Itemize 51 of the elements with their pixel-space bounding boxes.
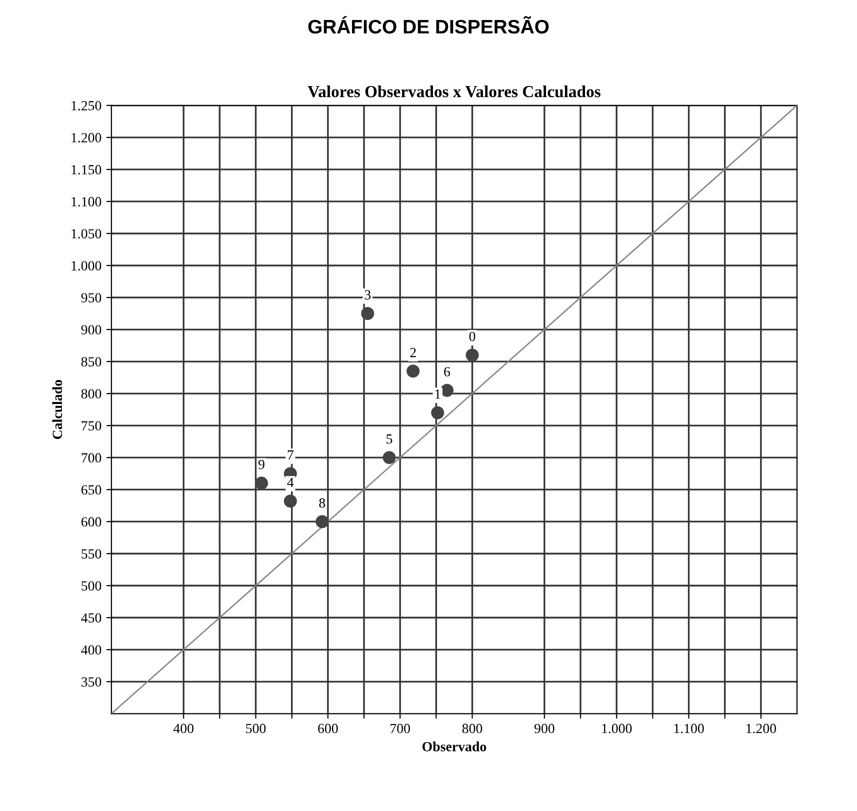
y-tick-label: 350 — [82, 677, 102, 687]
y-tick-label: 500 — [82, 581, 102, 591]
point — [440, 384, 454, 397]
x-tick-label: 1.000 — [602, 724, 632, 734]
y-tick-label: 1.050 — [72, 229, 102, 238]
annotation: 4 — [287, 478, 294, 488]
y-tick-label: 650 — [81, 485, 102, 495]
y-tick-label: 900 — [81, 325, 102, 334]
point — [255, 476, 268, 490]
y-tick-label: 700 — [82, 453, 102, 463]
y-tick-label: 600 — [81, 517, 102, 527]
point — [406, 364, 420, 378]
annotation: 1 — [435, 390, 440, 399]
y-tick-label: 1.150 — [72, 165, 102, 174]
y-tick-label: 450 — [81, 613, 102, 623]
x-tick-label: 1.200 — [746, 724, 776, 734]
annotation: 6 — [444, 367, 450, 376]
y-tick-label: 750 — [82, 421, 102, 431]
y-tick-label: 1.200 — [72, 133, 102, 142]
x-tick-label: 700 — [390, 724, 410, 734]
chart-subtitle: Valores Observados x Valores Calculados — [308, 86, 600, 98]
x-tick-label: 900 — [534, 724, 554, 734]
x-tick-label: 800 — [462, 724, 482, 734]
x-axis-title: Observado — [422, 742, 486, 752]
point — [431, 406, 444, 420]
y-tick-label: 1.250 — [72, 101, 102, 110]
y-tick-label: 850 — [81, 357, 102, 366]
point — [466, 348, 479, 362]
annotation: 0 — [469, 332, 476, 342]
y-tick-label: 1.000 — [72, 261, 102, 271]
annotation: 7 — [288, 450, 294, 460]
annotation: 3 — [364, 290, 371, 300]
y-tick-label: 550 — [82, 549, 102, 559]
point — [361, 307, 374, 320]
point — [316, 515, 329, 528]
annotation: 8 — [319, 498, 326, 508]
annotation: 5 — [386, 434, 392, 444]
y-tick-label: 950 — [81, 293, 102, 302]
x-tick-label: 500 — [246, 724, 266, 734]
annotation: 9 — [258, 460, 264, 470]
x-tick-label: 400 — [173, 724, 194, 734]
y-tick-label: 1.100 — [72, 197, 102, 206]
point — [284, 494, 297, 508]
x-tick-label: 600 — [318, 724, 338, 734]
annotation: 2 — [410, 348, 416, 358]
y-tick-label: 400 — [81, 645, 102, 655]
chart-title: GRÁFICO DE DISPERSÃO — [308, 16, 549, 34]
x-tick-label: 1.100 — [674, 724, 704, 734]
y-axis-title: Calculado — [52, 380, 62, 439]
y-tick-label: 800 — [81, 389, 102, 399]
point — [382, 451, 396, 464]
